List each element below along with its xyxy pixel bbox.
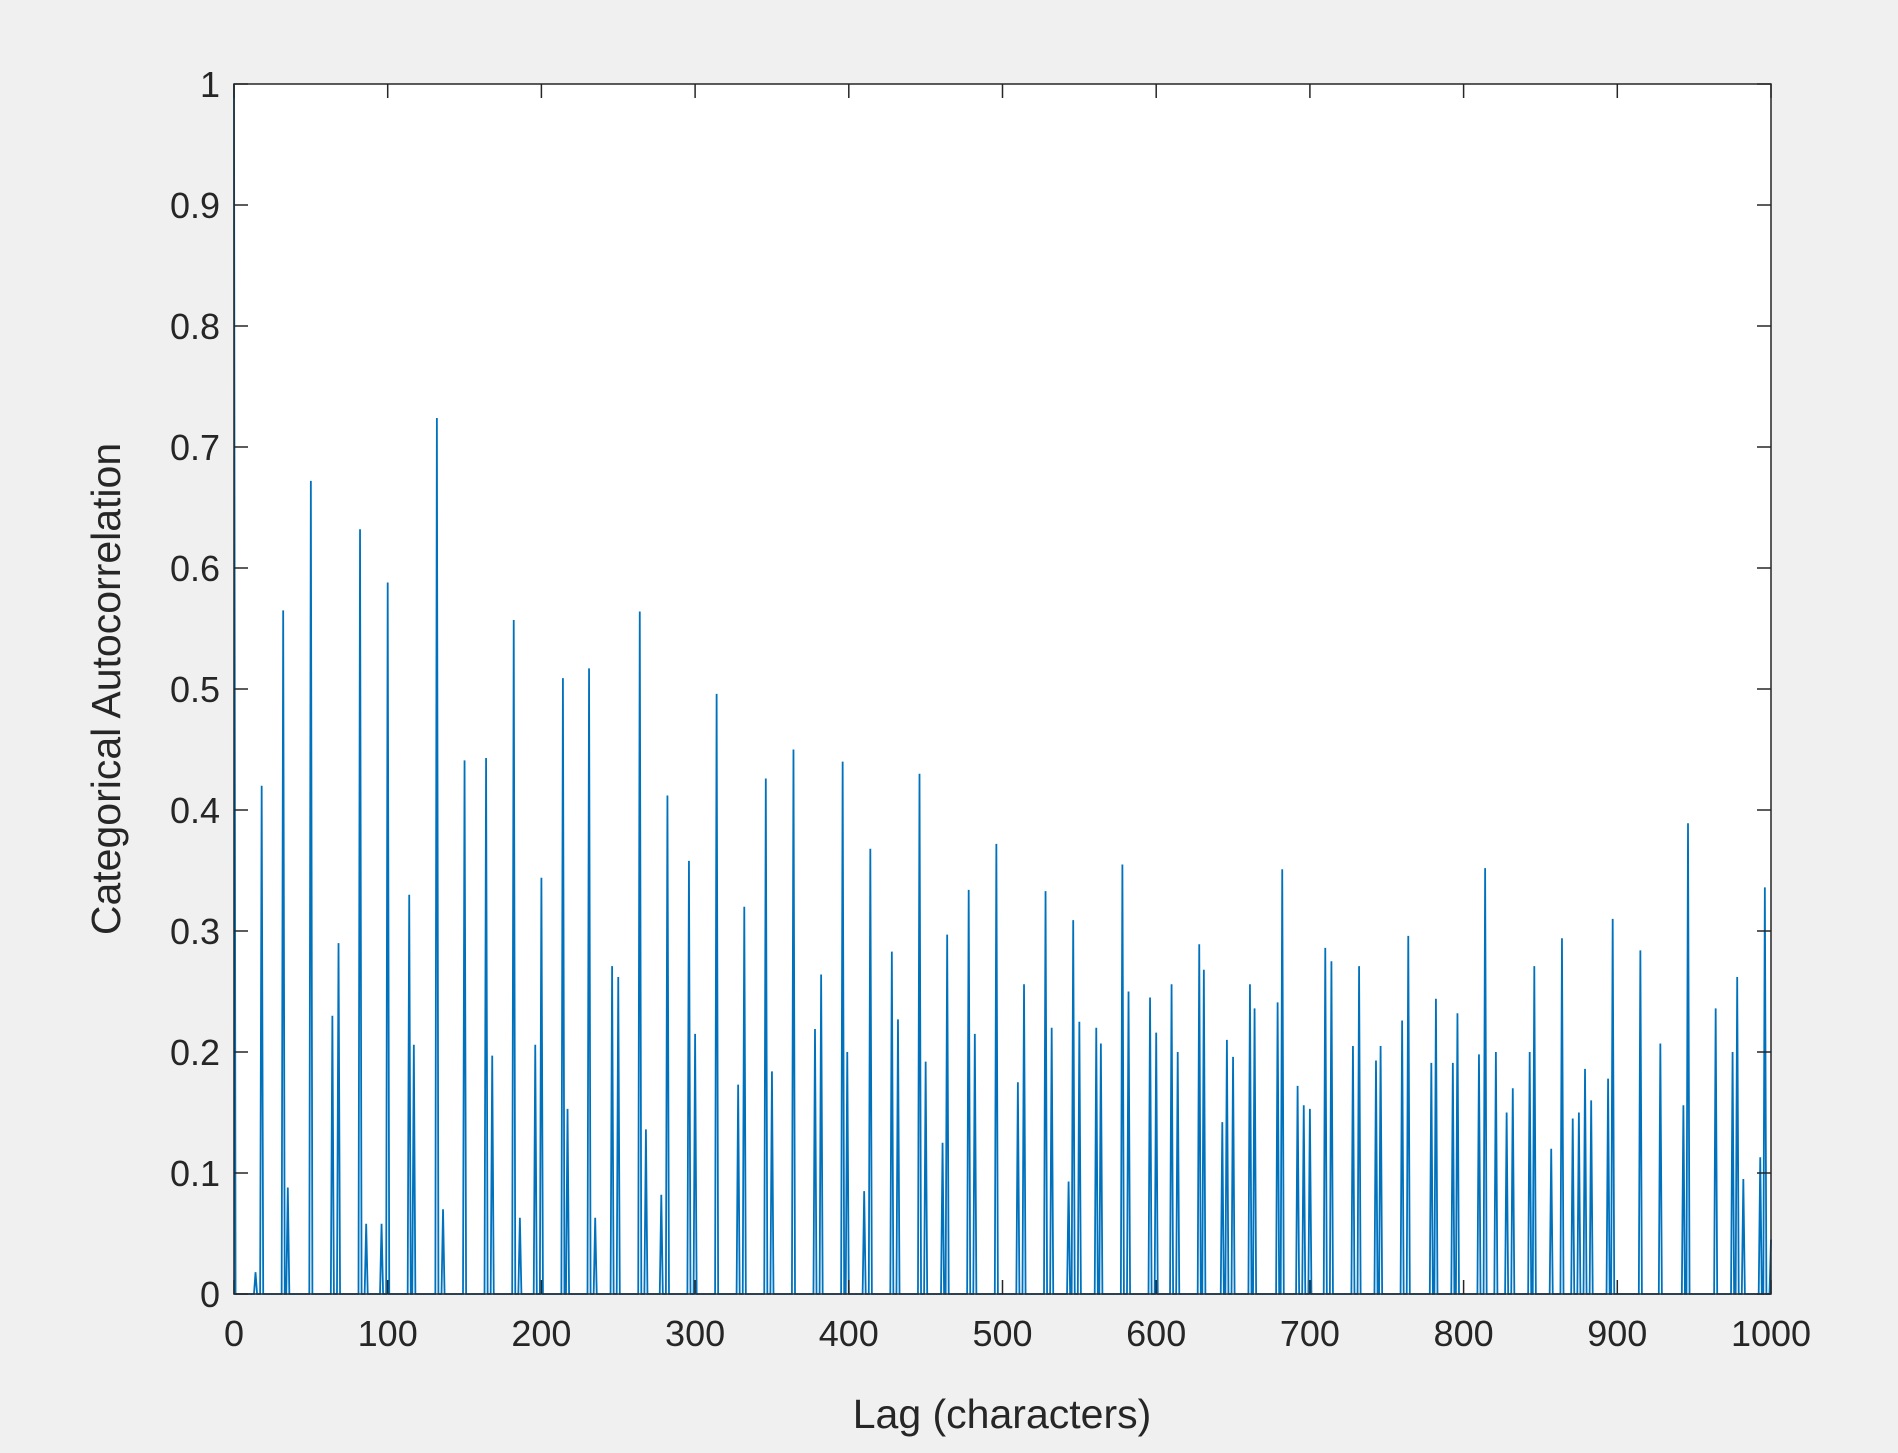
y-tick-label: 0.5 <box>170 669 220 710</box>
y-tick-label: 0.4 <box>170 790 220 831</box>
y-tick-label: 0.9 <box>170 185 220 226</box>
y-tick-label: 0 <box>200 1274 220 1315</box>
x-tick-label: 700 <box>1280 1313 1340 1354</box>
y-tick-label: 0.3 <box>170 911 220 952</box>
x-tick-label: 400 <box>819 1313 879 1354</box>
y-tick-label: 0.2 <box>170 1032 220 1073</box>
x-tick-label: 900 <box>1587 1313 1647 1354</box>
x-tick-label: 800 <box>1434 1313 1494 1354</box>
y-tick-label: 0.6 <box>170 548 220 589</box>
y-tick-label: 0.8 <box>170 306 220 347</box>
axes-box <box>233 83 1772 1295</box>
x-tick-label: 1000 <box>1731 1313 1811 1354</box>
x-tick-label: 100 <box>358 1313 418 1354</box>
plot-area <box>234 84 1771 1294</box>
x-tick-label: 600 <box>1126 1313 1186 1354</box>
x-axis-label: Lag (characters) <box>853 1391 1152 1437</box>
data-line <box>233 83 1772 1295</box>
y-tick-label: 0.1 <box>170 1153 220 1194</box>
x-tick-label: 500 <box>972 1313 1032 1354</box>
y-axis-label: Categorical Autocorrelation <box>83 443 129 935</box>
x-tick-label: 0 <box>224 1313 244 1354</box>
y-tick-label: 1 <box>200 64 220 105</box>
x-tick-label: 300 <box>665 1313 725 1354</box>
x-tick-label: 200 <box>511 1313 571 1354</box>
y-tick-label: 0.7 <box>170 427 220 468</box>
